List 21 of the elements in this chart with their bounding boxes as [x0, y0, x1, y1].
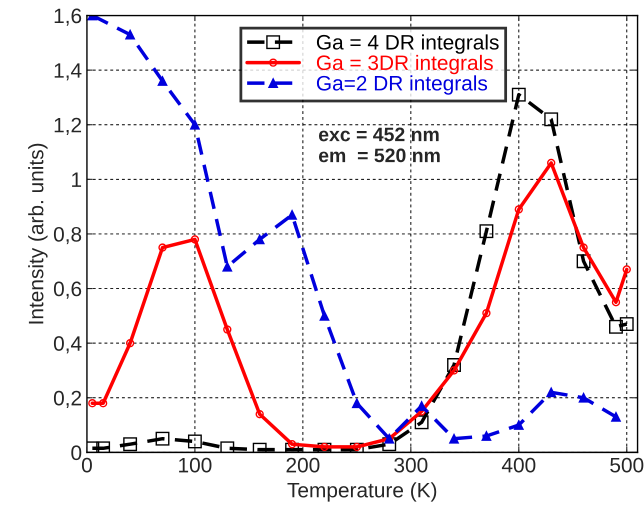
x-tick-label: 100 [179, 458, 212, 473]
y-axis-title: Intensity (arb. units) [28, 144, 48, 324]
y-tick-label: 0,8 [54, 226, 82, 244]
x-tick-label: 300 [394, 458, 428, 473]
y-tick-label: 1,6 [54, 8, 82, 26]
x-tick-label: 200 [286, 458, 320, 473]
y-tick-label: 0,2 [54, 390, 82, 408]
y-tick-label: 0,6 [54, 282, 82, 299]
x-tick-label: 0 [82, 458, 92, 473]
x-tick-label: 500 [610, 458, 644, 473]
y-tick-label: 0 [71, 445, 82, 460]
y-tick-label: 1,4 [54, 63, 82, 80]
y-tick-label: 1,2 [54, 118, 82, 135]
legend-label: Ga=2 DR integrals [316, 75, 488, 95]
y-tick-label: 1 [72, 172, 82, 187]
y-tick-label: 0,4 [54, 336, 82, 354]
x-axis-title: Temperature (K) [287, 482, 436, 502]
legend-label: Ga = 3DR integrals [316, 54, 493, 74]
x-tick-label: 400 [502, 458, 536, 473]
annotation: exc = 452 nm em = 520 nm [318, 128, 440, 162]
legend-label: Ga = 4 DR integrals [316, 34, 499, 54]
